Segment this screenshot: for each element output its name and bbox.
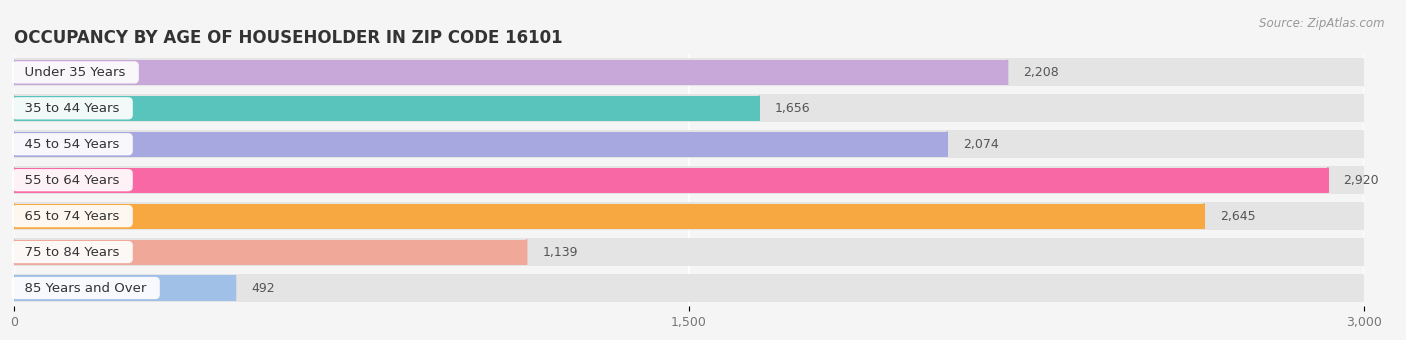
Text: Source: ZipAtlas.com: Source: ZipAtlas.com — [1260, 17, 1385, 30]
Text: Under 35 Years: Under 35 Years — [17, 66, 134, 79]
Bar — [14, 238, 1364, 266]
Text: 75 to 84 Years: 75 to 84 Years — [17, 245, 128, 259]
Bar — [14, 274, 1364, 302]
Text: 492: 492 — [252, 282, 274, 294]
Bar — [14, 96, 759, 121]
Bar — [14, 275, 235, 301]
Bar — [14, 58, 1364, 86]
Text: 1,656: 1,656 — [775, 102, 810, 115]
Text: 2,208: 2,208 — [1024, 66, 1059, 79]
Text: 2,920: 2,920 — [1344, 174, 1379, 187]
Bar — [14, 166, 1364, 194]
Text: 55 to 64 Years: 55 to 64 Years — [17, 174, 128, 187]
Bar — [14, 94, 1364, 122]
Text: 2,645: 2,645 — [1220, 210, 1256, 223]
Text: 85 Years and Over: 85 Years and Over — [17, 282, 155, 294]
Text: 35 to 44 Years: 35 to 44 Years — [17, 102, 128, 115]
Text: 45 to 54 Years: 45 to 54 Years — [17, 138, 128, 151]
Bar — [14, 202, 1364, 230]
Text: 65 to 74 Years: 65 to 74 Years — [17, 210, 128, 223]
Bar — [14, 168, 1327, 193]
Text: OCCUPANCY BY AGE OF HOUSEHOLDER IN ZIP CODE 16101: OCCUPANCY BY AGE OF HOUSEHOLDER IN ZIP C… — [14, 29, 562, 47]
Bar — [14, 239, 526, 265]
Bar — [14, 132, 948, 157]
Text: 2,074: 2,074 — [963, 138, 998, 151]
Bar — [14, 130, 1364, 158]
Text: 1,139: 1,139 — [543, 245, 578, 259]
Bar — [14, 60, 1008, 85]
Bar — [14, 204, 1204, 229]
